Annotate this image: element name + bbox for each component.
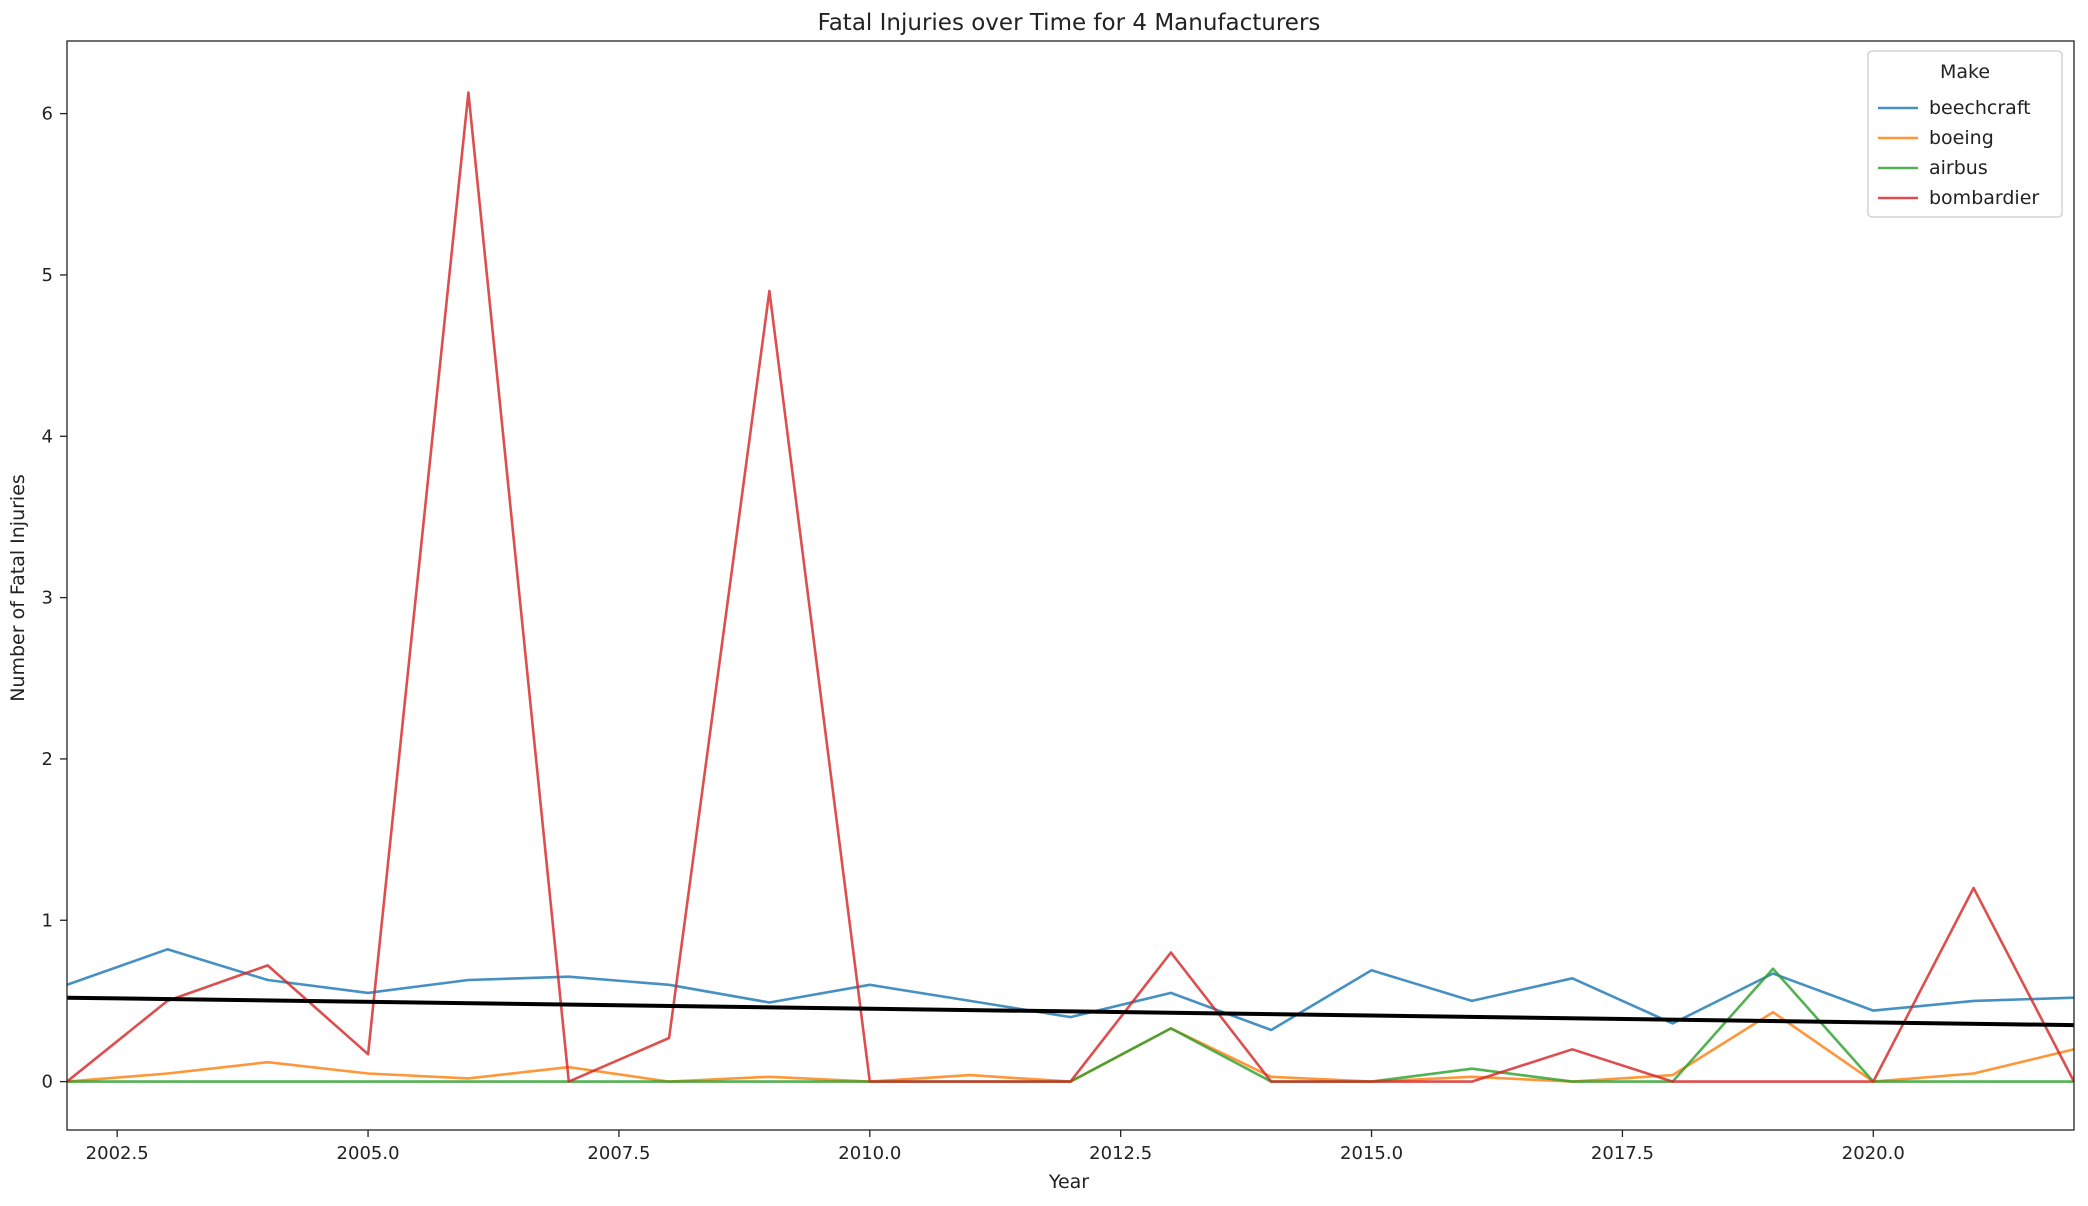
trend-line xyxy=(67,995,2074,1028)
x-tick-label: 2020.0 xyxy=(1842,1143,1905,1164)
x-tick-label: 2007.5 xyxy=(587,1143,650,1164)
y-tick-label: 3 xyxy=(42,588,53,609)
y-tick-label: 5 xyxy=(42,265,53,286)
y-tick-label: 2 xyxy=(42,749,53,770)
y-tick-label: 4 xyxy=(42,426,53,447)
y-axis-label: Number of Fatal Injuries xyxy=(7,474,29,702)
x-axis-label: Year xyxy=(1048,1171,1089,1193)
plot-frame xyxy=(66,40,2075,1131)
y-tick-label: 6 xyxy=(42,104,53,125)
x-tick-label: 2012.5 xyxy=(1089,1143,1152,1164)
legend-entry-boeing: boeing xyxy=(1929,127,1994,149)
legend-title: Make xyxy=(1940,61,1990,83)
legend-entry-airbus: airbus xyxy=(1929,157,1988,179)
x-tick-label: 2017.5 xyxy=(1591,1143,1654,1164)
series-line-beechcraft xyxy=(67,947,2074,1032)
chart-title: Fatal Injuries over Time for 4 Manufactu… xyxy=(818,10,1321,36)
x-tick-label: 2005.0 xyxy=(337,1143,400,1164)
legend-entry-bombardier: bombardier xyxy=(1929,187,2039,209)
x-tick-label: 2010.0 xyxy=(838,1143,901,1164)
legend-box xyxy=(1867,50,2063,218)
x-tick-label: 2002.5 xyxy=(86,1143,149,1164)
series-line-bombardier xyxy=(67,91,2074,1083)
series-line-airbus xyxy=(67,967,2074,1083)
plot-area: 2002.5 2005.0 2007.5 2010.0 2012.5 2015.0 2017… xyxy=(42,40,2075,1164)
y-tick-label: 1 xyxy=(42,910,53,931)
legend-entry-beechcraft: beechcraft xyxy=(1929,97,2031,119)
y-tick-label: 0 xyxy=(42,1072,53,1093)
x-tick-label: 2015.0 xyxy=(1340,1143,1403,1164)
